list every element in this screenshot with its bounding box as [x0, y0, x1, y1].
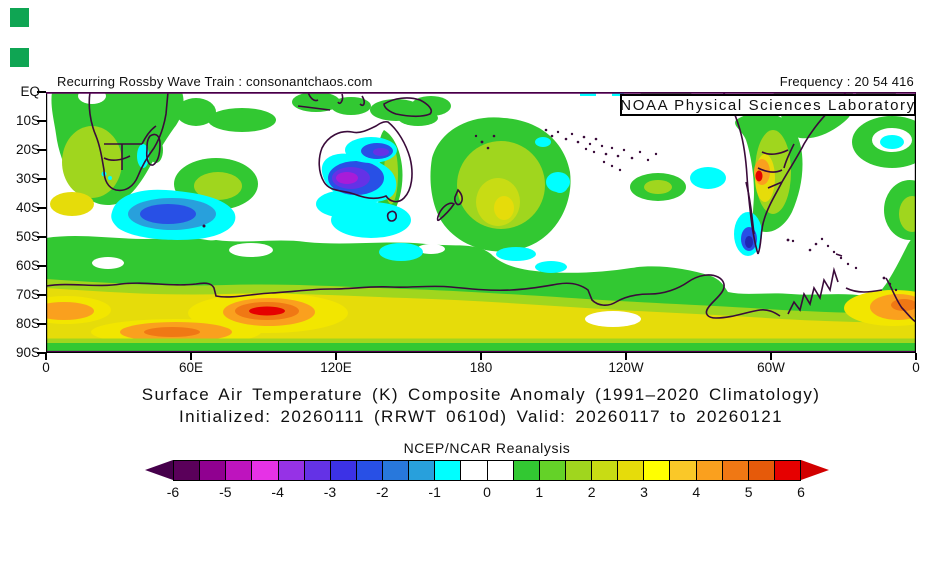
lon-label-0-0: 0	[42, 360, 50, 375]
lat-label-80S: 80S	[15, 316, 40, 331]
lat-tick	[37, 91, 46, 93]
lat-label-EQ: EQ	[20, 84, 40, 99]
colorbar-right-arrow	[801, 460, 829, 480]
colorbar-tick-5: 5	[744, 484, 753, 500]
colorbar-cell	[174, 461, 200, 480]
colorbar-title: NCEP/NCAR Reanalysis	[403, 440, 571, 456]
plot-title: Surface Air Temperature (K) Composite An…	[141, 385, 821, 404]
colorbar-tick--4: -4	[271, 484, 284, 500]
colorbar-tick-3: 3	[640, 484, 648, 500]
colorbar-cell	[382, 461, 409, 480]
lat-label-50S: 50S	[15, 229, 40, 244]
lat-tick	[37, 236, 46, 238]
lat-tick	[37, 352, 46, 354]
colorbar-tick--1: -1	[428, 484, 441, 500]
colorbar-tick--3: -3	[323, 484, 337, 500]
colorbar-cell	[617, 461, 644, 480]
colorbar-cell	[329, 461, 356, 480]
colorbar-tick-2: 2	[587, 484, 596, 500]
lat-label-60S: 60S	[15, 258, 40, 273]
colorbar-cell	[460, 461, 487, 480]
colorbar-tick-4: 4	[692, 484, 701, 500]
colorbar-cell	[538, 461, 565, 480]
lat-tick	[37, 265, 46, 267]
colorbar-cell	[486, 461, 513, 480]
colorbar-cell	[355, 461, 382, 480]
lat-label-20S: 20S	[15, 142, 40, 157]
colorbar-cell	[434, 461, 461, 480]
lat-label-30S: 30S	[15, 171, 40, 186]
lon-tick	[480, 353, 482, 360]
lon-tick	[915, 353, 917, 360]
colorbar-cell	[591, 461, 618, 480]
colorbar-cell	[199, 461, 226, 480]
lat-tick	[37, 207, 46, 209]
colorbar	[145, 460, 829, 481]
lon-tick	[625, 353, 627, 360]
lon-label-120W-4: 120W	[608, 360, 644, 375]
lat-tick	[37, 178, 46, 180]
lon-tick	[190, 353, 192, 360]
colorbar-cell	[695, 461, 722, 480]
anomaly-map	[46, 92, 916, 353]
colorbar-cell	[564, 461, 591, 480]
colorbar-cell	[747, 461, 774, 480]
colorbar-tick-1: 1	[535, 484, 544, 500]
colorbar-cell	[669, 461, 696, 480]
lon-label-60E-1: 60E	[178, 360, 204, 375]
colorbar-cell	[643, 461, 670, 480]
frequency-label: Frequency : 20 54 416	[779, 74, 914, 89]
lon-tick	[770, 353, 772, 360]
lat-tick	[37, 323, 46, 325]
colorbar-tick--6: -6	[166, 484, 180, 500]
colorbar-tick--5: -5	[219, 484, 232, 500]
lat-tick	[37, 294, 46, 296]
colorbar-cell	[408, 461, 435, 480]
colorbar-tick-6: 6	[797, 484, 805, 500]
lat-label-90S: 90S	[15, 345, 40, 360]
colorbar-cell	[277, 461, 304, 480]
lon-tick	[45, 353, 47, 360]
lat-tick	[37, 120, 46, 122]
lat-tick	[37, 149, 46, 151]
colorbar-left-arrow	[145, 460, 173, 480]
colorbar-cell	[225, 461, 252, 480]
green-marker-bottom	[10, 48, 29, 67]
colorbar-tick-0: 0	[483, 484, 491, 500]
map-svg	[46, 92, 916, 353]
lat-label-10S: 10S	[15, 113, 40, 128]
lat-label-70S: 70S	[15, 287, 40, 302]
lon-label-180-3: 180	[469, 360, 493, 375]
colorbar-cells	[173, 460, 801, 481]
plot-header-left: Recurring Rossby Wave Train : consonantc…	[57, 74, 373, 89]
colorbar-tick--2: -2	[376, 484, 389, 500]
green-marker-top	[10, 8, 29, 27]
colorbar-cell	[251, 461, 278, 480]
lon-label-0-6: 0	[912, 360, 920, 375]
colorbar-cell	[773, 461, 800, 480]
lat-label-40S: 40S	[15, 200, 40, 215]
plot-subtitle: Initialized: 20260111 (RRWT 0610d) Valid…	[179, 407, 783, 426]
noaa-psl-label: NOAA Physical Sciences Laboratory	[620, 94, 916, 116]
lon-label-120E-2: 120E	[320, 360, 352, 375]
colorbar-cell	[303, 461, 330, 480]
colorbar-cell	[721, 461, 748, 480]
lon-tick	[335, 353, 337, 360]
lon-label-60W-5: 60W	[757, 360, 785, 375]
colorbar-cell	[512, 461, 539, 480]
